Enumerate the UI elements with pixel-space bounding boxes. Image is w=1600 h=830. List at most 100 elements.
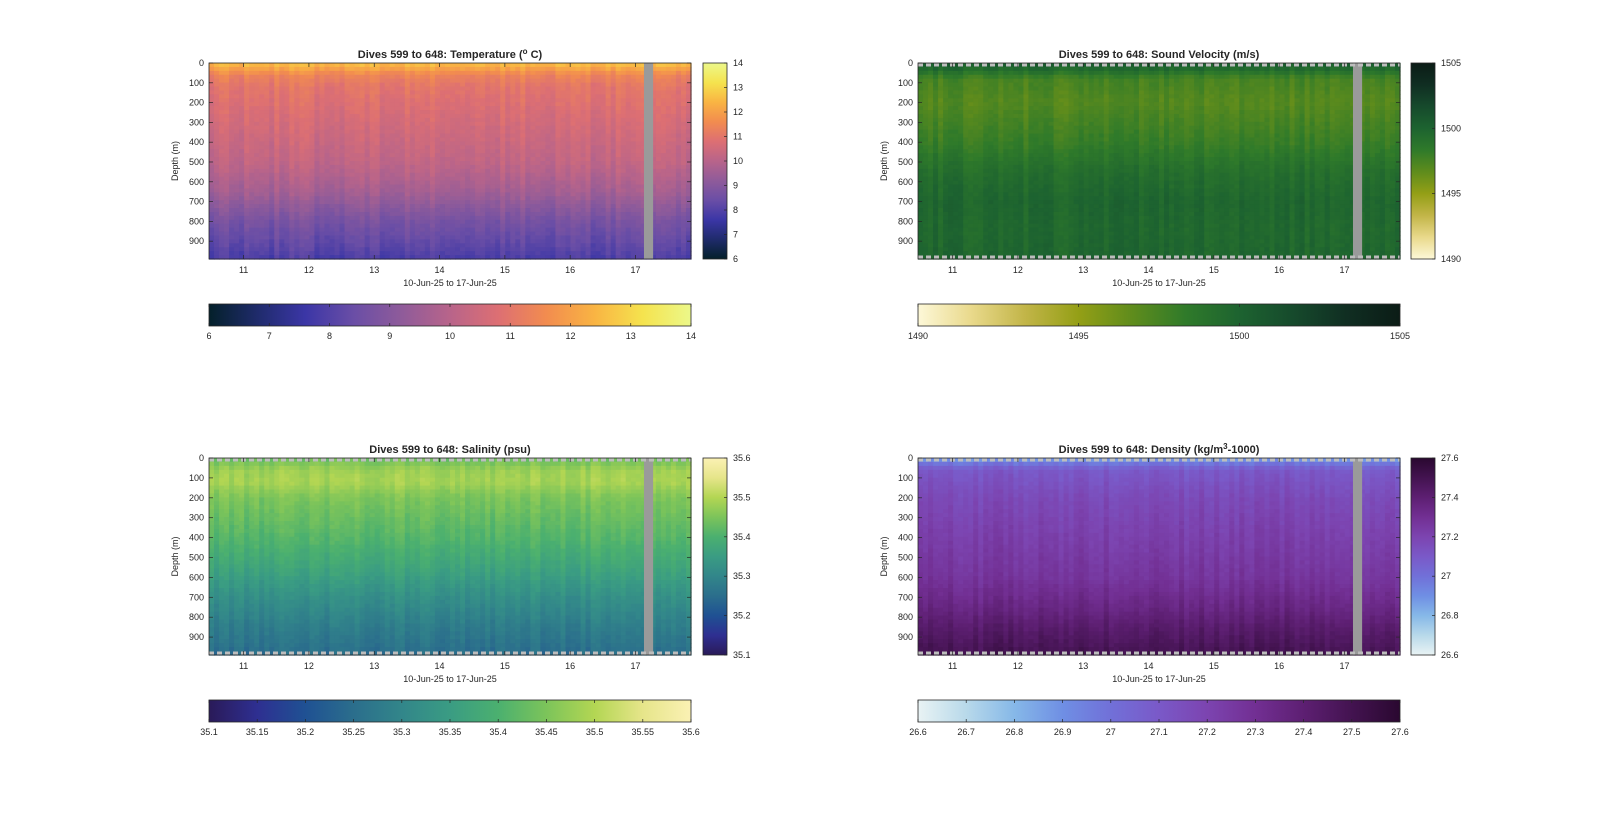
- heatmap-cell: [374, 125, 381, 131]
- heatmap-cell: [550, 243, 557, 248]
- heatmap-cell: [923, 208, 929, 213]
- heatmap-cell: [555, 82, 562, 88]
- heatmap-cell: [379, 117, 386, 123]
- heatmap-cell: [294, 200, 300, 205]
- heatmap-cell: [595, 110, 602, 115]
- heatmap-cell: [580, 63, 587, 68]
- heatmap-cell: [455, 247, 461, 252]
- heatmap-cell: [680, 141, 687, 146]
- heatmap-cell: [630, 227, 637, 233]
- heatmap-cell: [455, 235, 461, 240]
- heatmap-cell: [455, 110, 461, 115]
- heatmap-cell: [650, 188, 657, 193]
- heatmap-cell: [655, 145, 662, 150]
- heatmap-cell: [480, 82, 486, 88]
- heatmap-cell: [520, 235, 526, 240]
- heatmap-cell: [505, 137, 511, 142]
- heatmap-cell: [414, 129, 421, 135]
- heatmap-cell: [329, 172, 336, 178]
- heatmap-cell: [424, 133, 431, 139]
- heatmap-cell: [565, 223, 572, 229]
- heatmap-cell: [229, 94, 235, 99]
- heatmap-cell: [414, 223, 421, 229]
- heatmap-cell: [434, 204, 441, 209]
- heatmap-cell: [660, 121, 667, 127]
- heatmap-cell: [444, 129, 451, 135]
- heatmap-cell: [560, 106, 567, 111]
- heatmap-cell: [419, 106, 426, 111]
- heatmap-cell: [209, 117, 215, 123]
- heatmap-cell: [304, 110, 311, 115]
- heatmap-cell: [545, 243, 552, 248]
- heatmap-cell: [429, 235, 436, 240]
- heatmap-cell: [239, 113, 245, 119]
- heatmap-cell: [610, 149, 617, 154]
- heatmap-cell: [289, 168, 295, 174]
- heatmap-cell: [344, 235, 351, 240]
- heatmap-cell: [505, 70, 511, 76]
- heatmap-cell: [680, 117, 687, 123]
- heatmap-cell: [505, 157, 511, 162]
- heatmap-cell: [630, 184, 637, 190]
- heatmap-cell: [369, 106, 376, 111]
- heatmap-cell: [229, 82, 235, 88]
- heatmap-cell: [665, 215, 672, 221]
- heatmap-cell: [309, 63, 316, 68]
- heatmap-cell: [530, 251, 536, 256]
- heatmap-cell: [269, 251, 275, 256]
- heatmap-cell: [289, 82, 295, 88]
- heatmap-cell: [434, 215, 441, 221]
- heatmap-cell: [369, 86, 376, 92]
- heatmap-cell: [615, 70, 622, 76]
- heatmap-cell: [455, 74, 461, 80]
- heatmap-cell: [264, 102, 270, 107]
- heatmap-cell: [349, 239, 356, 244]
- heatmap-cell: [299, 184, 305, 190]
- heatmap-cell: [660, 172, 667, 178]
- heatmap-cell: [505, 184, 511, 190]
- heatmap-cell: [610, 110, 617, 115]
- heatmap-cell: [620, 235, 627, 240]
- heatmap-cell: [565, 239, 572, 244]
- heatmap-cell: [520, 141, 526, 146]
- y-tick-label: 700: [189, 197, 204, 207]
- heatmap-cell: [279, 168, 285, 174]
- heatmap-cell: [404, 94, 411, 99]
- heatmap-cell: [485, 149, 491, 154]
- heatmap-cell: [635, 66, 642, 72]
- heatmap-cell: [444, 157, 451, 162]
- heatmap-cell: [259, 192, 265, 197]
- heatmap-cell: [349, 208, 356, 213]
- y-tick-label: 500: [189, 157, 204, 167]
- heatmap-cell: [555, 223, 562, 229]
- heatmap-cell: [339, 63, 346, 68]
- heatmap-cell: [354, 74, 361, 80]
- heatmap-cell: [389, 133, 396, 139]
- heatmap-cell: [615, 98, 622, 103]
- heatmap-cell: [269, 94, 275, 99]
- heatmap-cell: [595, 180, 602, 186]
- heatmap-cell: [289, 161, 295, 166]
- heatmap-cell: [590, 251, 597, 256]
- heatmap-cell: [234, 66, 240, 72]
- heatmap-cell: [399, 106, 406, 111]
- heatmap-cell: [455, 215, 461, 221]
- heatmap-cell: [304, 184, 311, 190]
- heatmap-cell: [424, 157, 431, 162]
- heatmap-cell: [384, 125, 391, 131]
- heatmap-cell: [424, 215, 431, 221]
- heatmap-cell: [620, 215, 627, 221]
- heatmap-cell: [374, 172, 381, 178]
- heatmap-cell: [409, 200, 416, 205]
- heatmap-cell: [625, 113, 632, 119]
- heatmap-cell: [510, 188, 516, 193]
- heatmap-cell: [918, 98, 924, 103]
- heatmap-cell: [364, 98, 371, 103]
- heatmap-cell: [570, 70, 577, 76]
- heatmap-cell: [309, 137, 316, 142]
- heatmap-cell: [414, 63, 421, 68]
- heatmap-cell: [490, 180, 496, 186]
- heatmap-cell: [289, 141, 295, 146]
- heatmap-cell: [244, 239, 250, 244]
- heatmap-cell: [444, 235, 451, 240]
